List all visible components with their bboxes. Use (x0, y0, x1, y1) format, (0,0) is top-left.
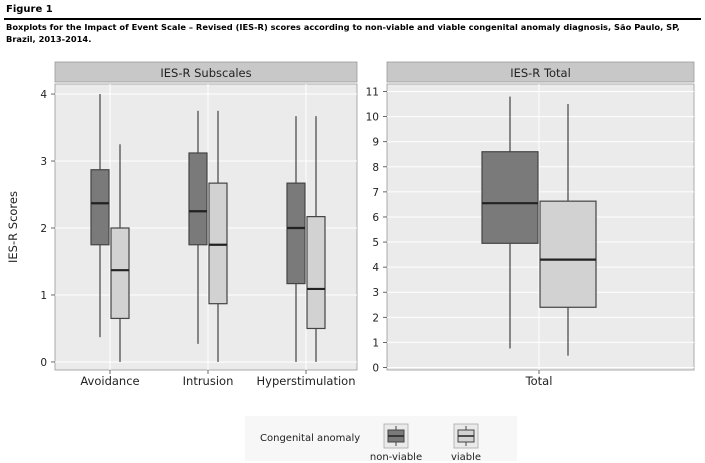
box-non-viable (188, 152, 208, 246)
legend-label-viable: viable (451, 452, 481, 463)
y-tick-label: 7 (372, 187, 379, 199)
x-tick-label: Intrusion (183, 374, 234, 388)
panel-strip (54, 61, 358, 83)
y-tick-label: 9 (372, 137, 379, 149)
y-axis-label: IES-R Scores (6, 191, 20, 263)
legend-label-non-viable: non-viable (370, 452, 422, 463)
figure-label: Figure 1 (6, 4, 53, 15)
y-tick-label: 2 (40, 223, 47, 235)
x-tick-label: Total (525, 374, 553, 388)
y-tick-label: 10 (366, 112, 379, 124)
box-non-viable (286, 182, 306, 285)
y-tick-label: 4 (372, 262, 379, 274)
y-tick-label: 1 (40, 290, 47, 302)
box-viable (208, 182, 228, 305)
y-tick-label: 6 (372, 212, 379, 224)
y-tick-label: 5 (372, 237, 379, 249)
y-tick-label: 0 (40, 357, 47, 369)
y-tick-label: 4 (40, 89, 47, 101)
y-tick-label: 8 (372, 162, 379, 174)
box-viable (110, 227, 130, 320)
x-tick-label: Avoidance (80, 374, 139, 388)
figure-caption: Boxplots for the Impact of Event Scale –… (6, 22, 680, 44)
panel-strip (386, 61, 695, 83)
y-tick-label: 1 (372, 337, 379, 349)
y-tick-label: 0 (372, 362, 379, 374)
box-non-viable (481, 151, 539, 244)
panel-title: IES-R Total (510, 66, 571, 80)
y-tick-label: 3 (40, 156, 47, 168)
legend-title: Congenital anomaly (260, 433, 360, 444)
box-viable (539, 200, 597, 308)
header-rule (4, 18, 701, 20)
x-tick-label: Hyperstimulation (256, 374, 355, 388)
panel-title: IES-R Subscales (160, 66, 251, 80)
y-tick-label: 11 (366, 87, 379, 99)
box-viable (306, 216, 326, 330)
box-non-viable (90, 169, 110, 246)
y-tick-label: 3 (372, 287, 379, 299)
y-tick-label: 2 (372, 312, 379, 324)
